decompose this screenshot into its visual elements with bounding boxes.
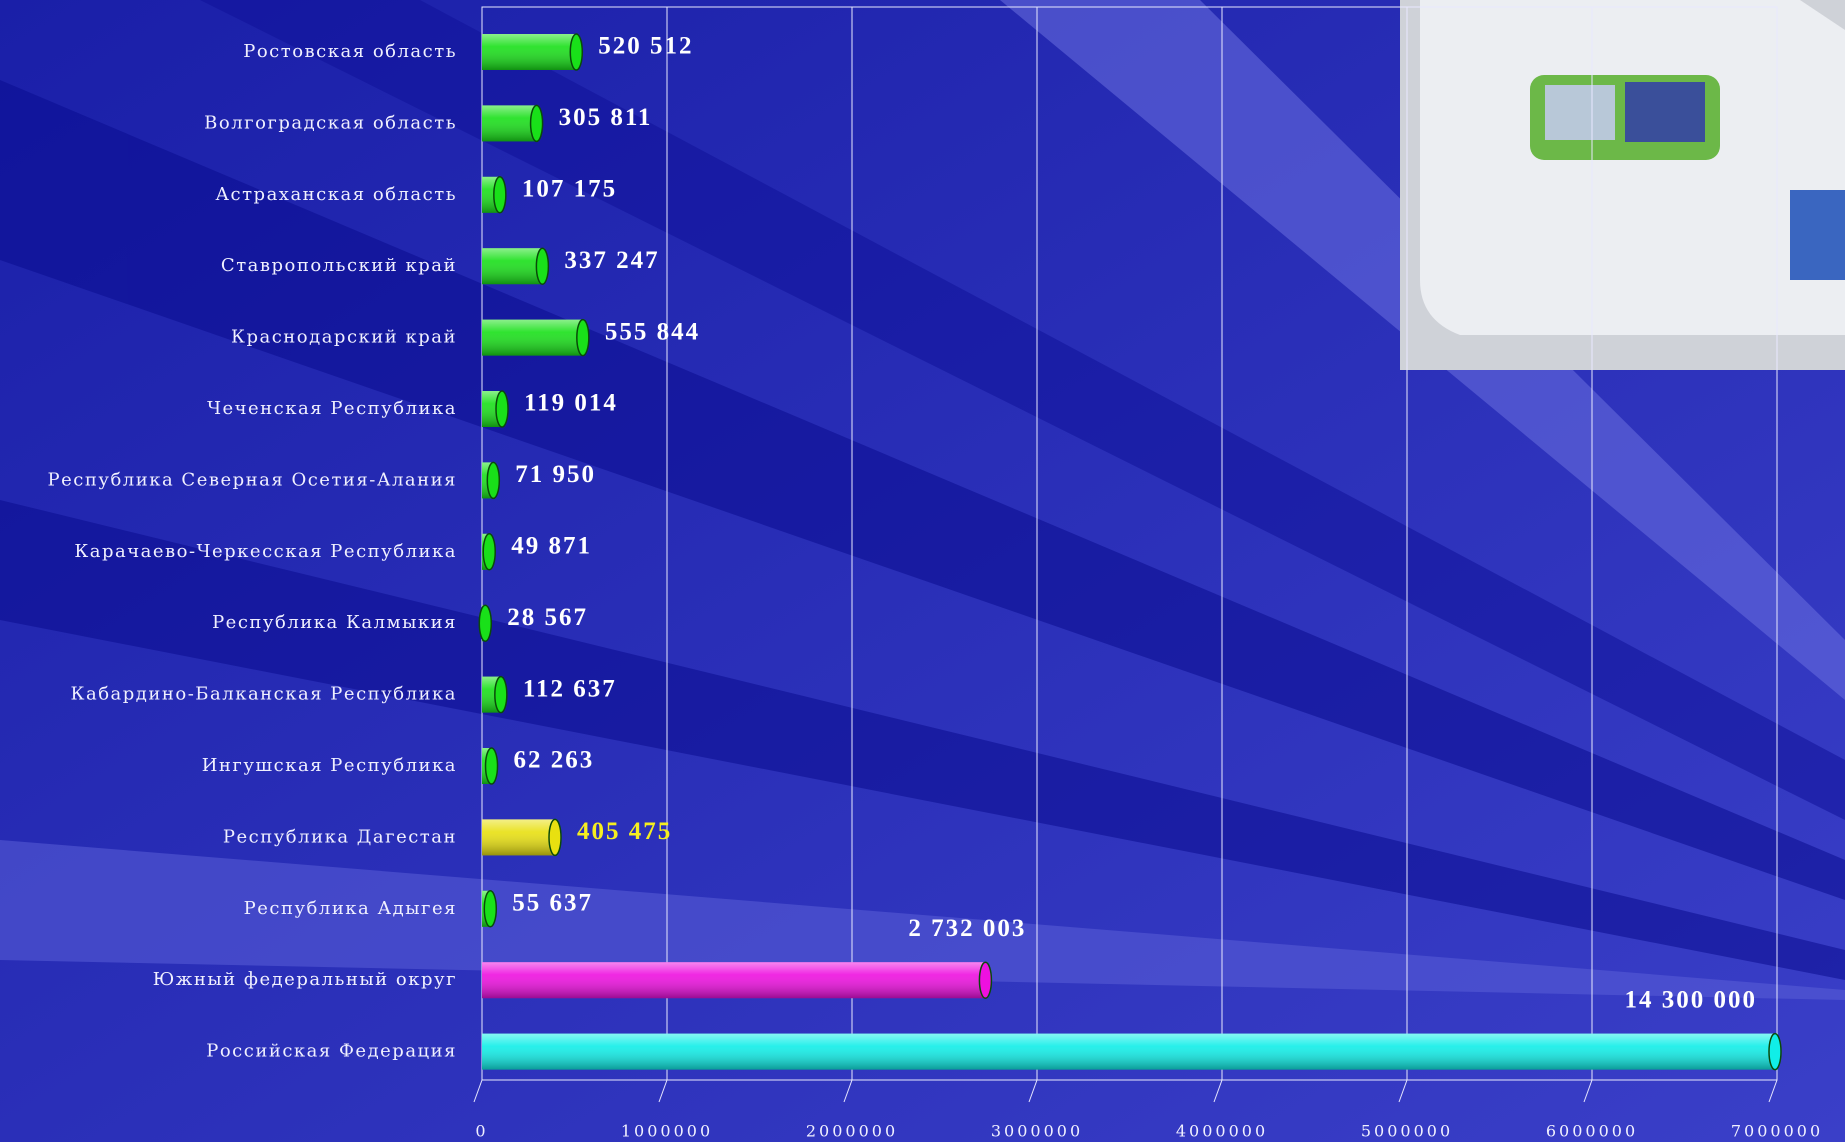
tick-mark xyxy=(843,1079,853,1103)
bar-cap xyxy=(483,890,498,928)
tick-mark xyxy=(1028,1079,1038,1103)
y-tick-label: Ингушская Республика xyxy=(202,755,457,776)
bar-cap xyxy=(494,675,508,714)
value-label: 14 300 000 xyxy=(1625,986,1758,1013)
value-label: 555 844 xyxy=(605,318,700,345)
x-tick-label: 0 xyxy=(475,1122,488,1141)
tick-mark xyxy=(658,1079,668,1103)
y-tick-label: Карачаево-Черкесская Республика xyxy=(74,541,457,562)
y-tick-label: Ростовская область xyxy=(243,41,457,62)
bar-cap xyxy=(529,104,544,143)
x-tick-label: 1000000 xyxy=(621,1122,713,1141)
bar-shine xyxy=(482,962,988,999)
value-label: 55 637 xyxy=(512,890,593,917)
product-photo xyxy=(1400,0,1845,370)
value-label: 112 637 xyxy=(523,675,617,702)
y-tick-label: Волгоградская область xyxy=(204,112,457,133)
bar-cap xyxy=(482,533,496,571)
bar-cap xyxy=(486,461,501,500)
x-tick-label: 6000000 xyxy=(1546,1122,1638,1141)
bar-cap xyxy=(548,818,562,857)
value-label: 405 475 xyxy=(577,818,672,845)
bar-cap xyxy=(978,961,993,999)
value-label: 337 247 xyxy=(564,247,659,274)
value-label: 520 512 xyxy=(598,33,693,60)
x-tick-label: 2000000 xyxy=(806,1122,898,1141)
value-label: 28 567 xyxy=(507,604,588,631)
bar-shine xyxy=(482,1033,1778,1070)
bar-cap xyxy=(484,747,499,785)
y-tick-label: Астраханская область xyxy=(215,184,457,205)
y-tick-label: Республика Северная Осетия-Алания xyxy=(48,469,457,490)
value-label: 107 175 xyxy=(522,176,617,203)
y-tick-label: Ставропольский край xyxy=(221,255,457,276)
x-tick-label: 5000000 xyxy=(1361,1122,1453,1141)
y-tick-label: Южный федеральный округ xyxy=(153,969,457,990)
bar-cap xyxy=(1768,1032,1782,1071)
x-tick-label: 4000000 xyxy=(1176,1122,1268,1141)
y-tick-label: Республика Дагестан xyxy=(223,826,457,847)
x-tick-label: 7000000 xyxy=(1731,1122,1823,1141)
bar-shine xyxy=(482,105,539,142)
tick-mark xyxy=(1583,1079,1593,1103)
bar-shine xyxy=(482,319,585,356)
y-tick-label: Республика Адыгея xyxy=(244,898,457,919)
value-label: 119 014 xyxy=(524,390,618,417)
value-label: 62 263 xyxy=(514,747,595,774)
bar-cap xyxy=(493,176,507,214)
value-label: 2 732 003 xyxy=(908,915,1026,942)
bar-cap xyxy=(576,318,590,357)
tick-mark xyxy=(1398,1079,1408,1103)
y-tick-label: Краснодарский край xyxy=(231,327,457,348)
bar-cap xyxy=(478,604,493,642)
bar-shine xyxy=(482,819,558,856)
tick-mark xyxy=(473,1079,483,1103)
y-tick-label: Российская Федерация xyxy=(206,1041,457,1062)
value-label: 49 871 xyxy=(511,533,592,560)
bar-cap xyxy=(495,390,509,428)
y-tick-label: Республика Калмыкия xyxy=(212,612,457,633)
value-label: 305 811 xyxy=(559,104,653,131)
y-tick-label: Чеченская Республика xyxy=(207,398,457,419)
background-streaks xyxy=(0,0,1845,1000)
bar-cap xyxy=(569,33,584,71)
bars xyxy=(482,34,1778,1070)
y-tick-label: Кабардино-Балканская Республика xyxy=(71,684,457,705)
tick-mark xyxy=(1768,1079,1778,1103)
tick-mark xyxy=(1213,1079,1223,1103)
bar-cap xyxy=(535,247,550,285)
bar-shine xyxy=(482,34,579,70)
bar-shine xyxy=(482,248,545,285)
value-label: 71 950 xyxy=(515,461,596,488)
x-tick-label: 3000000 xyxy=(991,1122,1083,1141)
plot-area: 0 1000000 2000000 3000000 4000000 5000000 6000… xyxy=(48,6,1823,1141)
